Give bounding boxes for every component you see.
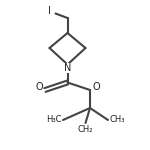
Text: O: O <box>92 82 100 92</box>
Text: I: I <box>48 6 51 15</box>
Text: N: N <box>64 63 71 72</box>
Text: O: O <box>35 82 43 92</box>
Text: CH₂: CH₂ <box>78 124 93 134</box>
Text: H₃C: H₃C <box>46 116 62 124</box>
Text: CH₃: CH₃ <box>109 116 125 124</box>
